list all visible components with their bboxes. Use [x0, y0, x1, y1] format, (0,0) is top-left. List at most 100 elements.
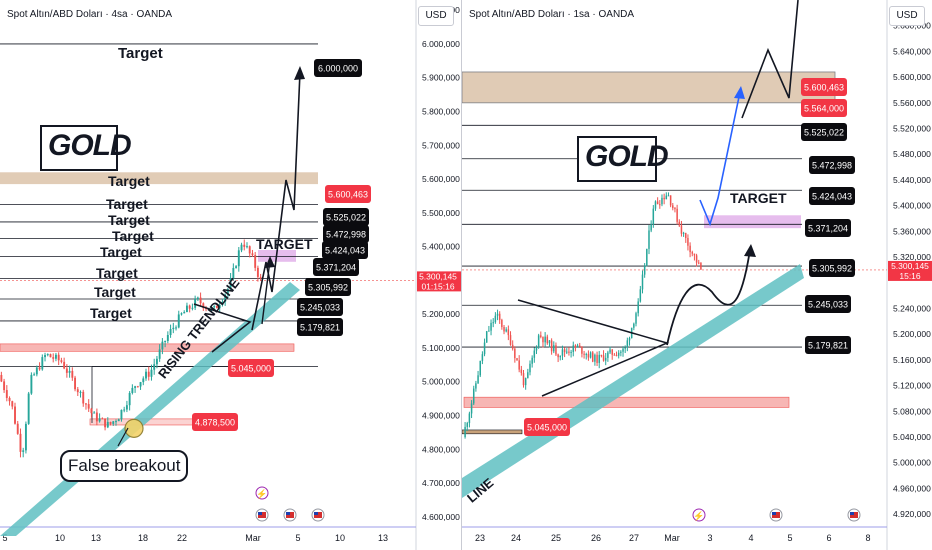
candle-body: [518, 360, 520, 370]
candle-body: [125, 405, 128, 410]
us-flag-canton: [258, 512, 262, 515]
candle-body: [216, 305, 218, 309]
y-tick-label: 5.500,000: [422, 208, 460, 218]
candle-body: [490, 322, 492, 331]
gold-label: GOLD: [577, 136, 669, 182]
candle-body: [656, 201, 659, 205]
candle-body: [602, 355, 605, 361]
candle-body: [604, 357, 607, 361]
candle-body: [544, 336, 546, 343]
candle-body: [243, 244, 246, 247]
candle-body: [169, 329, 172, 336]
candle-body: [637, 301, 639, 314]
candle-body: [90, 408, 93, 414]
candle-body: [41, 357, 44, 370]
candle-body: [682, 232, 685, 234]
candle-body: [218, 304, 221, 309]
current-price-countdown: 01:15:16: [421, 281, 454, 291]
candle-body: [232, 267, 235, 279]
price-label: 5.525,022: [326, 213, 366, 223]
price-label-box: [809, 156, 855, 174]
candle-body: [205, 308, 208, 310]
candle-body: [553, 345, 555, 352]
candle-body: [155, 358, 158, 365]
candle-body: [470, 403, 473, 414]
candle-body: [533, 350, 536, 358]
candle-body: [563, 349, 566, 353]
candle-body: [507, 329, 510, 336]
candle-body: [14, 406, 16, 424]
false-breakout-marker: [124, 418, 144, 438]
candle-body: [617, 352, 620, 356]
candle-body: [594, 354, 596, 362]
chart-panel-1h[interactable]: 5.680,0005.640,0005.600,0005.560,0005.52…: [461, 0, 932, 550]
price-label-box: [524, 418, 570, 436]
currency-button[interactable]: USD: [889, 6, 925, 26]
candle-body: [540, 335, 542, 337]
candle-body: [559, 355, 562, 358]
candle-body: [226, 289, 229, 295]
candle-body: [492, 322, 494, 324]
candle-body: [691, 252, 694, 254]
candle-body: [164, 340, 167, 342]
y-tick-label: 5.700,000: [422, 140, 460, 150]
price-label-box: [297, 318, 343, 336]
price-label-box: [801, 78, 847, 96]
annotation-target: Target: [112, 228, 154, 244]
price-label: 4.878,500: [195, 418, 235, 428]
currency-button[interactable]: USD: [418, 6, 454, 26]
candle-body: [672, 205, 674, 209]
candle-body: [654, 201, 657, 209]
price-label: 5.305,992: [812, 264, 852, 274]
price-label: 5.600,463: [328, 190, 368, 200]
y-tick-label: 5.900,000: [422, 73, 460, 83]
price-label: 5.424,043: [325, 246, 365, 256]
annotation-target: Target: [106, 196, 148, 212]
candle-body: [483, 342, 486, 355]
y-tick-label: 5.000,000: [422, 377, 460, 387]
us-flag-canton: [772, 512, 776, 515]
candle-body: [650, 224, 652, 231]
current-price-value: 5.300,145: [419, 271, 457, 281]
y-tick-label: 5.400,000: [422, 242, 460, 252]
candle-body: [557, 354, 559, 358]
projection-arrowhead: [294, 66, 305, 80]
price-label-box: [805, 295, 851, 313]
price-label: 5.045,000: [527, 423, 567, 433]
candle-body: [591, 352, 594, 362]
candle-body: [585, 354, 588, 356]
candle-body: [505, 329, 507, 332]
candle-body: [65, 368, 68, 373]
candle-body: [639, 289, 642, 302]
candle-body: [202, 303, 205, 309]
candle-body: [175, 327, 177, 329]
candle-body: [665, 195, 668, 200]
candle-body: [172, 327, 175, 330]
price-label: 5.245,033: [300, 303, 340, 313]
price-label: 5.371,204: [808, 224, 848, 234]
candle-body: [542, 336, 544, 343]
candle-body: [22, 450, 25, 452]
candle-body: [674, 208, 676, 210]
candle-body: [648, 230, 650, 249]
price-label-box: [801, 123, 847, 141]
x-tick-label: 5: [2, 533, 7, 543]
price-label: 5.245,033: [808, 300, 848, 310]
y-tick-label: 5.120,000: [893, 381, 931, 391]
candle-body: [611, 349, 613, 355]
projection-curve: [666, 249, 751, 346]
candle-body: [180, 313, 183, 315]
candle-body: [3, 381, 6, 391]
candle-body: [613, 354, 616, 356]
x-tick-label: 10: [335, 533, 345, 543]
candle-body: [635, 313, 637, 324]
chart-panel-4h[interactable]: 6.100,0006.000,0005.900,0005.800,0005.70…: [0, 0, 461, 550]
candle-body: [527, 372, 529, 379]
y-tick-label: 5.200,000: [422, 309, 460, 319]
projection-blue-path: [699, 91, 741, 227]
event-lightning-icon: [692, 508, 706, 522]
candle-body: [628, 338, 631, 341]
candle-body: [106, 421, 109, 428]
projection-upper-path: [741, 0, 799, 119]
candle-body: [633, 323, 635, 328]
